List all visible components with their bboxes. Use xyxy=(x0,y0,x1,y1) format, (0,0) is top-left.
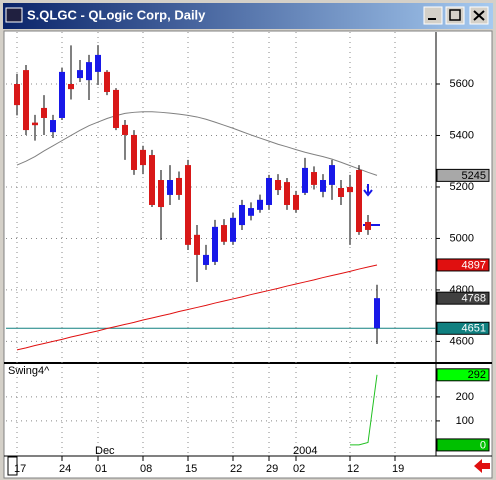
minimize-button[interactable] xyxy=(423,6,443,25)
candle-body xyxy=(194,234,200,255)
candle-body xyxy=(230,217,236,242)
y-tick-label: 5200 xyxy=(450,181,474,193)
price-badge xyxy=(436,368,490,382)
panel-separator xyxy=(4,362,492,364)
y-tick-label: 4600 xyxy=(450,335,474,347)
x-tick-label: 22 xyxy=(230,463,242,475)
x-tick-label: 15 xyxy=(185,463,197,475)
candle-body xyxy=(95,54,101,72)
candle-body xyxy=(365,221,371,230)
x-tick-label: 02 xyxy=(293,463,305,475)
price-badge-label: 292 xyxy=(468,369,486,381)
candle-body xyxy=(212,226,218,262)
signal-arrow xyxy=(363,184,373,197)
candle-body xyxy=(113,89,119,129)
price-badge xyxy=(436,258,490,272)
candle-body xyxy=(347,186,353,193)
price-badge xyxy=(436,321,490,335)
price-badge-label: 0 xyxy=(480,439,486,451)
candle-body xyxy=(176,177,182,195)
candle-body xyxy=(23,70,29,131)
candle-body xyxy=(302,167,308,193)
title-bar xyxy=(3,3,493,29)
price-badge-label: 5245 xyxy=(462,170,486,182)
candle-body xyxy=(140,149,146,166)
price-badge xyxy=(436,438,490,452)
price-badge-label: 4651 xyxy=(462,323,486,335)
candle-body xyxy=(311,172,317,185)
x-tick-label: 19 xyxy=(392,463,404,475)
candle-body xyxy=(50,120,56,133)
candle-body xyxy=(293,194,299,210)
candle-body xyxy=(266,177,272,205)
candle-body xyxy=(275,180,281,191)
x-tick-label: 12 xyxy=(347,463,359,475)
candle-body xyxy=(86,62,92,81)
candle-body xyxy=(59,71,65,118)
candle-body xyxy=(320,180,326,192)
y-tick-label: 200 xyxy=(456,391,474,403)
candle-body xyxy=(104,71,110,92)
candle-body xyxy=(185,165,191,245)
candle-body xyxy=(131,134,137,170)
x-upper-label: 2004 xyxy=(293,445,317,457)
candle-body xyxy=(248,208,254,216)
scroll-box[interactable] xyxy=(7,456,18,476)
indicator-title: Swing4^ xyxy=(8,365,50,377)
y-tick-label: 5000 xyxy=(450,232,474,244)
chart-area xyxy=(3,30,493,479)
x-tick-label: 08 xyxy=(140,463,152,475)
x-tick-label: 01 xyxy=(95,463,107,475)
app-icon xyxy=(5,7,23,23)
window-buttons[interactable] xyxy=(423,6,489,25)
y-tick-label: 100 xyxy=(456,415,474,427)
candle-body xyxy=(122,124,128,135)
candle-body xyxy=(203,254,209,265)
candle-body xyxy=(32,122,38,126)
maximize-icon xyxy=(449,9,461,21)
moving-average xyxy=(16,264,378,351)
candle-body xyxy=(14,83,20,106)
y-tick-label: 5600 xyxy=(450,78,474,90)
price-badge xyxy=(436,291,490,305)
candle-body xyxy=(77,70,83,79)
x-upper-label: Dec xyxy=(95,445,115,457)
candle-body xyxy=(167,180,173,195)
price-badge-label: 4897 xyxy=(462,259,486,271)
scroll-arrow[interactable] xyxy=(474,459,490,473)
moving-average xyxy=(16,111,378,176)
candle-body xyxy=(338,187,344,197)
candle-body xyxy=(221,225,227,242)
candle-body xyxy=(257,199,263,210)
candle-body xyxy=(329,165,335,185)
candle-body xyxy=(158,180,164,208)
indicator-line xyxy=(350,374,378,446)
close-icon xyxy=(473,10,485,21)
candle-body xyxy=(284,182,290,205)
window-title: S.QLGC - QLogic Corp, Daily xyxy=(27,7,206,22)
candle-body xyxy=(41,107,47,118)
price-badge-label: 4768 xyxy=(462,293,486,305)
candle-body xyxy=(374,298,380,329)
x-tick-label: 29 xyxy=(266,463,278,475)
candle-body xyxy=(68,83,74,90)
candle-body xyxy=(239,204,245,226)
x-tick-label: 24 xyxy=(59,463,71,475)
price-badge xyxy=(436,168,490,182)
y-tick-label: 5400 xyxy=(450,129,474,141)
candle-body xyxy=(149,155,155,205)
x-tick-label: 17 xyxy=(14,463,26,475)
candle-body xyxy=(356,169,362,233)
